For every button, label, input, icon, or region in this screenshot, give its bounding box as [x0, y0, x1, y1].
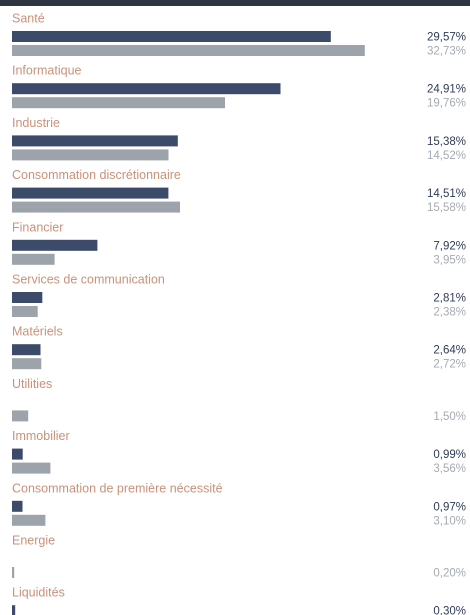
category-label-materiels: Matériels [12, 325, 63, 339]
bar-primary-liquidites [12, 605, 16, 615]
value-label-primary-services-de-communication: 2,81% [433, 293, 466, 305]
value-label-primary-informatique: 24,91% [427, 84, 466, 96]
category-label-services-de-communication: Services de communication [12, 273, 165, 287]
category-label-consommation-de-premiere-necessite: Consommation de première nécessité [12, 481, 223, 495]
category-label-utilities: Utilities [12, 377, 52, 391]
category-label-immobilier: Immobilier [12, 429, 70, 443]
value-label-secondary-immobilier: 3,56% [433, 463, 466, 475]
value-label-primary-materiels: 2,64% [433, 345, 466, 357]
category-label-sante: Santé [12, 12, 45, 26]
bar-primary-services-de-communication [12, 292, 43, 303]
value-label-primary-consommation-discretionnaire: 14,51% [427, 188, 466, 200]
value-label-secondary-informatique: 19,76% [427, 98, 466, 110]
bar-secondary-industrie [12, 149, 169, 161]
value-label-secondary-sante: 32,73% [427, 46, 466, 58]
bar-secondary-consommation-discretionnaire [12, 201, 180, 213]
value-label-primary-liquidites: 0,30% [433, 606, 466, 615]
category-label-energie: Energie [12, 534, 55, 548]
value-label-secondary-utilities: 1,50% [433, 411, 466, 423]
bar-secondary-sante [12, 45, 365, 56]
bar-secondary-immobilier [12, 462, 51, 474]
bar-primary-materiels [12, 344, 41, 356]
bar-primary-immobilier [12, 448, 23, 460]
bar-secondary-utilities [12, 410, 29, 422]
bar-secondary-services-de-communication [12, 306, 38, 317]
top-rule [0, 0, 470, 6]
value-label-secondary-materiels: 2,72% [433, 359, 466, 371]
value-label-primary-consommation-de-premiere-necessite: 0,97% [433, 501, 466, 513]
value-label-primary-industrie: 15,38% [427, 136, 466, 148]
value-label-secondary-services-de-communication: 2,38% [433, 307, 466, 319]
category-label-industrie: Industrie [12, 116, 60, 130]
bar-secondary-financier [12, 253, 55, 265]
bar-secondary-materiels [12, 358, 42, 370]
value-label-secondary-consommation-de-premiere-necessite: 3,10% [433, 515, 466, 527]
bar-secondary-energie [12, 567, 15, 578]
category-label-consommation-discretionnaire: Consommation discrétionnaire [12, 168, 181, 182]
category-label-informatique: Informatique [12, 64, 82, 78]
bar-primary-industrie [12, 135, 178, 147]
bar-secondary-consommation-de-premiere-necessite [12, 514, 46, 526]
bar-primary-consommation-discretionnaire [12, 187, 169, 199]
bar-primary-informatique [12, 83, 281, 95]
category-label-liquidites: Liquidités [12, 586, 65, 600]
value-label-secondary-consommation-discretionnaire: 15,58% [427, 202, 466, 214]
value-label-secondary-financier: 3,95% [433, 254, 466, 266]
value-label-primary-sante: 29,57% [427, 32, 466, 44]
bar-secondary-informatique [12, 97, 225, 109]
value-label-secondary-industrie: 14,52% [427, 150, 466, 162]
value-label-secondary-energie: 0,20% [433, 568, 466, 580]
bar-primary-sante [12, 31, 331, 42]
value-label-primary-financier: 7,92% [433, 240, 466, 252]
bar-primary-consommation-de-premiere-necessite [12, 500, 23, 512]
value-label-primary-immobilier: 0,99% [433, 449, 466, 461]
bar-primary-financier [12, 239, 98, 251]
category-label-financier: Financier [12, 220, 63, 234]
